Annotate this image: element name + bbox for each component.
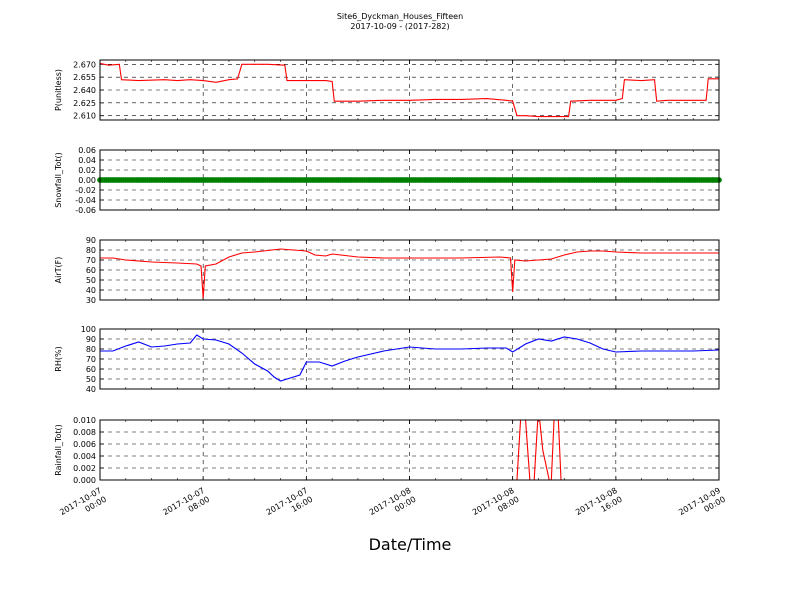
y-tick-label: 60 [86,266,96,275]
y-tick-label: -0.02 [75,186,96,195]
y-tick-label: 0.00 [78,176,96,185]
y-axis-label: P(unitless) [54,69,63,111]
y-tick-label: 90 [86,335,96,344]
y-tick-label: 50 [86,276,96,285]
y-tick-label: 0.06 [78,146,96,155]
y-tick-label: 0.008 [73,428,96,437]
x-tick-label: 2017-10-0708:00 [161,486,211,526]
plot-frame [99,149,720,211]
y-tick-label: 60 [86,365,96,374]
y-tick-label: 40 [86,385,96,394]
y-tick-label: 30 [86,296,96,305]
x-tick-label: 2017-10-0808:00 [471,486,521,526]
x-tick-label: 2017-10-0900:00 [677,486,727,526]
y-tick-label: 50 [86,375,96,384]
y-tick-label: 2.655 [73,73,96,82]
y-tick-label: 0.002 [73,464,96,473]
plot-frame [99,419,720,481]
x-tick-label: 2017-10-0800:00 [368,486,418,526]
y-tick-label: 80 [86,246,96,255]
y-tick-label: 100 [81,325,96,334]
y-tick-label: 2.640 [73,86,96,95]
y-tick-label: 90 [86,236,96,245]
plot-frame [99,239,720,301]
plot-frame [99,59,720,121]
y-tick-label: 70 [86,256,96,265]
y-axis-label: Rainfall_Tot() [54,424,63,476]
y-axis-label: RH(%) [54,346,63,371]
y-axis-label: AirT(F) [54,257,63,284]
y-tick-label: -0.04 [75,196,96,205]
x-tick-label: 2017-10-0816:00 [574,486,624,526]
y-tick-label: 2.625 [73,99,96,108]
series-line [100,248,719,299]
y-tick-label: 40 [86,286,96,295]
y-axis-label: Snowfall_Tot() [54,152,63,208]
y-tick-label: 0.006 [73,440,96,449]
y-tick-label: 2.610 [73,112,96,121]
plot-frame [99,328,720,390]
y-tick-label: 0.004 [73,452,96,461]
series-line [100,62,719,118]
series-line [100,420,719,480]
y-tick-label: 80 [86,345,96,354]
y-tick-label: 0.02 [78,166,96,175]
y-tick-label: 0.010 [73,416,96,425]
y-tick-label: -0.06 [75,206,96,215]
y-tick-label: 70 [86,355,96,364]
figure-subtitle: 2017-10-09 - (2017-282) [350,22,449,31]
series-line [100,334,719,382]
x-tick-label: 2017-10-0700:00 [58,486,108,526]
figure-title: Site6_Dyckman_Houses_Fifteen [337,12,463,21]
x-axis-label: Date/Time [369,535,452,554]
y-tick-label: 0.000 [73,476,96,485]
y-tick-label: 0.04 [78,156,96,165]
y-tick-label: 2.670 [73,60,96,69]
x-tick-label: 2017-10-0716:00 [265,486,315,526]
